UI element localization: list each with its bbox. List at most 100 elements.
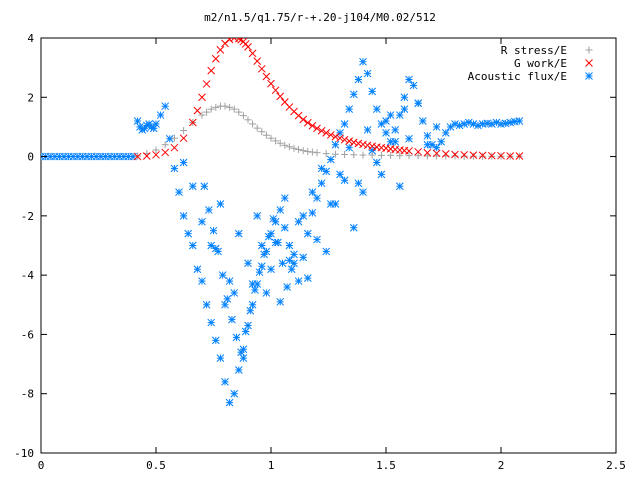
legend-label: G work/E	[514, 57, 567, 70]
data-point	[340, 135, 349, 144]
data-point	[161, 148, 170, 157]
data-point	[271, 238, 280, 247]
data-point	[198, 93, 206, 102]
y-tick-label: 2	[27, 91, 34, 104]
data-point	[133, 152, 142, 161]
data-point	[248, 300, 257, 309]
data-point	[198, 217, 206, 226]
data-point	[244, 116, 252, 124]
data-point	[322, 247, 331, 256]
data-point	[423, 140, 432, 149]
data-point	[322, 167, 331, 176]
data-point	[405, 134, 413, 143]
data-point	[474, 121, 482, 130]
data-point	[414, 147, 423, 156]
data-point	[244, 259, 252, 268]
y-tick-label: -10	[14, 447, 34, 460]
data-point	[285, 256, 294, 265]
data-point	[308, 121, 317, 130]
data-point	[432, 143, 441, 152]
data-point	[223, 295, 232, 303]
x-tick-label: 1	[268, 459, 275, 472]
data-point	[294, 111, 303, 120]
data-point	[423, 148, 432, 157]
data-point	[209, 226, 218, 235]
data-point	[405, 147, 413, 155]
data-point	[184, 229, 193, 238]
data-point	[156, 111, 165, 119]
data-point	[350, 151, 358, 159]
data-point	[262, 289, 271, 297]
data-point	[218, 271, 227, 279]
data-point	[326, 131, 335, 139]
data-point	[336, 134, 344, 143]
x-tick-label: 2.5	[606, 459, 626, 472]
data-point	[221, 300, 229, 309]
data-point	[432, 123, 441, 131]
data-point	[303, 229, 312, 238]
data-point	[331, 150, 339, 158]
data-point	[276, 206, 285, 214]
data-point	[377, 151, 385, 159]
data-point	[276, 92, 285, 101]
data-point	[487, 120, 496, 128]
data-point	[257, 241, 266, 250]
y-tick-label: -4	[21, 269, 35, 282]
data-point	[221, 102, 229, 110]
data-point	[248, 280, 257, 288]
data-point	[299, 147, 307, 155]
data-point	[207, 105, 215, 113]
data-point	[290, 259, 298, 268]
data-point	[239, 354, 248, 362]
plot-frame	[40, 37, 617, 454]
data-point	[257, 262, 266, 271]
data-point	[262, 72, 271, 81]
data-point	[359, 151, 367, 159]
data-point	[368, 151, 376, 159]
data-point	[152, 146, 160, 154]
data-point	[188, 182, 197, 191]
data-point	[395, 111, 404, 119]
data-point	[299, 115, 308, 124]
data-point	[441, 150, 450, 158]
data-point	[264, 232, 273, 241]
data-point	[313, 149, 321, 157]
data-point	[253, 57, 262, 65]
data-point	[506, 152, 515, 160]
data-point	[455, 121, 464, 130]
data-point	[225, 38, 234, 44]
data-point	[198, 277, 206, 285]
data-point	[283, 283, 291, 291]
axes: 0 0.5 1 1.5 2 2.5 -10 -8 -6 -4 -2 0 2 4	[14, 32, 626, 472]
data-point	[340, 176, 349, 185]
data-point	[437, 137, 446, 146]
data-point	[200, 182, 209, 191]
data-point	[313, 124, 321, 133]
data-point	[232, 333, 241, 342]
data-point	[409, 81, 418, 90]
data-point	[221, 378, 229, 386]
data-point	[322, 129, 331, 137]
data-point	[230, 289, 239, 297]
y-tick-label: -6	[21, 328, 34, 341]
data-point	[372, 158, 381, 167]
data-point	[313, 194, 321, 202]
legend-label: Acoustic flux/E	[468, 70, 567, 83]
data-point	[230, 105, 238, 113]
data-point	[203, 108, 211, 116]
data-point	[280, 223, 289, 232]
data-point	[280, 194, 289, 202]
data-point	[248, 49, 257, 58]
data-point	[235, 108, 243, 116]
data-point	[246, 306, 255, 315]
legend-marker	[585, 72, 593, 80]
data-point	[290, 144, 298, 152]
legend-marker	[585, 59, 593, 67]
data-point	[386, 111, 395, 119]
data-point	[230, 389, 239, 398]
legend-label: R stress/E	[501, 44, 567, 57]
data-point	[221, 39, 229, 48]
data-point	[170, 143, 179, 152]
